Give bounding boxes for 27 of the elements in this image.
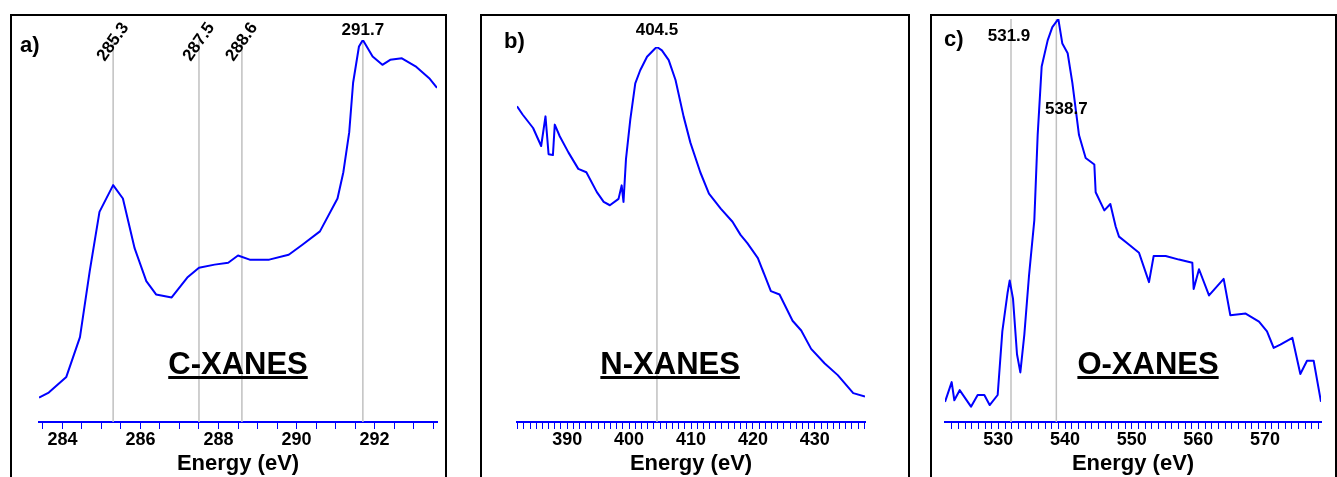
x-tick-label: 292: [359, 428, 390, 449]
x-axis-title: Energy (eV): [629, 449, 753, 475]
annotation: N-XANES: [600, 346, 740, 382]
x-tick-label: 430: [799, 428, 830, 449]
chart-title: b): [504, 28, 525, 54]
x-tick-label: 390: [552, 428, 583, 449]
ref-line-label: 291.7: [341, 19, 385, 39]
x-tick-label: 540: [1049, 428, 1081, 449]
x-tick-label: 420: [737, 428, 768, 449]
x-axis-title: Energy (eV): [176, 449, 300, 475]
x-tick-label: 290: [281, 428, 312, 449]
x-tick-label: 550: [1116, 428, 1147, 449]
x-axis-title: Energy (eV): [1071, 449, 1195, 475]
ref-line-label: 531.9: [987, 25, 1031, 45]
annotation: C-XANES: [168, 346, 308, 382]
ref-line-label: 404.5: [635, 19, 679, 39]
x-tick-label: 288: [203, 428, 234, 449]
x-tick-label: 570: [1249, 428, 1281, 449]
annotation: O-XANES: [1077, 346, 1219, 382]
x-tick-label: 560: [1183, 428, 1214, 449]
x-tick-label: 410: [675, 428, 707, 449]
x-tick-label: 530: [983, 428, 1014, 449]
chart-title: c): [944, 26, 964, 52]
chart-title: a): [20, 32, 40, 58]
x-tick-label: 284: [47, 428, 78, 449]
x-tick-label: 286: [125, 428, 156, 449]
x-tick-label: 400: [614, 428, 645, 449]
